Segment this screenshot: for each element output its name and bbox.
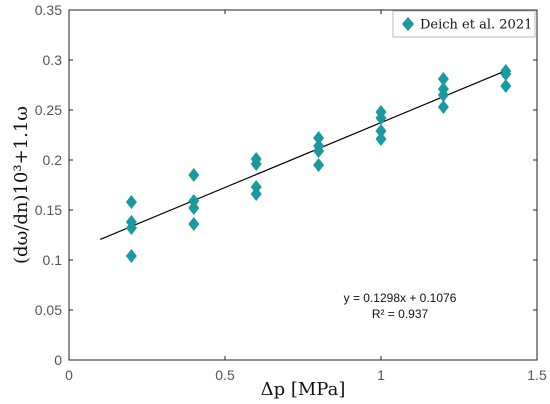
legend-marker bbox=[402, 17, 414, 31]
y-axis-ticks: 0 0.05 0.1 0.15 0.2 0.25 0.3 0.35 bbox=[35, 2, 537, 368]
data-point bbox=[188, 168, 200, 182]
x-tick-label: 0.5 bbox=[215, 367, 235, 383]
data-point bbox=[500, 79, 512, 93]
data-points bbox=[125, 64, 512, 263]
fit-equation: y = 0.1298x + 0.1076 bbox=[344, 291, 457, 305]
legend-box bbox=[392, 10, 536, 38]
data-point bbox=[437, 72, 449, 86]
data-point bbox=[313, 144, 325, 158]
data-point bbox=[125, 195, 137, 209]
data-point bbox=[500, 67, 512, 81]
y-tick-label: 0.2 bbox=[43, 152, 63, 168]
x-axis-ticks: 0 0.5 1 1.5 bbox=[65, 10, 547, 383]
x-tick-label: 1.5 bbox=[527, 367, 547, 383]
data-point bbox=[375, 124, 387, 138]
x-tick-label: 1 bbox=[377, 367, 385, 383]
legend: Deich et al. 2021 bbox=[392, 10, 536, 38]
y-axis-title: (dω/dn)10³+1.1ω bbox=[11, 106, 32, 264]
data-point bbox=[250, 187, 262, 201]
data-point bbox=[437, 88, 449, 102]
trend-line bbox=[99, 70, 507, 240]
y-tick-label: 0.1 bbox=[43, 252, 63, 268]
data-point bbox=[188, 201, 200, 215]
r-squared-label: R² = 0.937 bbox=[372, 307, 429, 321]
y-tick-label: 0.3 bbox=[43, 52, 63, 68]
data-point bbox=[313, 158, 325, 172]
x-tick-label: 0 bbox=[65, 367, 73, 383]
data-point bbox=[188, 217, 200, 231]
y-tick-label: 0 bbox=[54, 352, 62, 368]
legend-label: Deich et al. 2021 bbox=[420, 18, 532, 33]
data-point bbox=[375, 132, 387, 146]
data-point bbox=[125, 249, 137, 263]
data-point bbox=[313, 131, 325, 145]
data-point bbox=[375, 111, 387, 125]
data-point bbox=[250, 157, 262, 171]
y-tick-label: 0.15 bbox=[35, 202, 62, 218]
y-tick-label: 0.25 bbox=[35, 102, 62, 118]
data-point bbox=[437, 100, 449, 114]
x-axis-title: Δp [MPa] bbox=[261, 379, 346, 400]
y-tick-label: 0.35 bbox=[35, 2, 62, 18]
data-point bbox=[125, 221, 137, 235]
y-tick-label: 0.05 bbox=[35, 302, 62, 318]
plot-frame bbox=[68, 9, 538, 361]
